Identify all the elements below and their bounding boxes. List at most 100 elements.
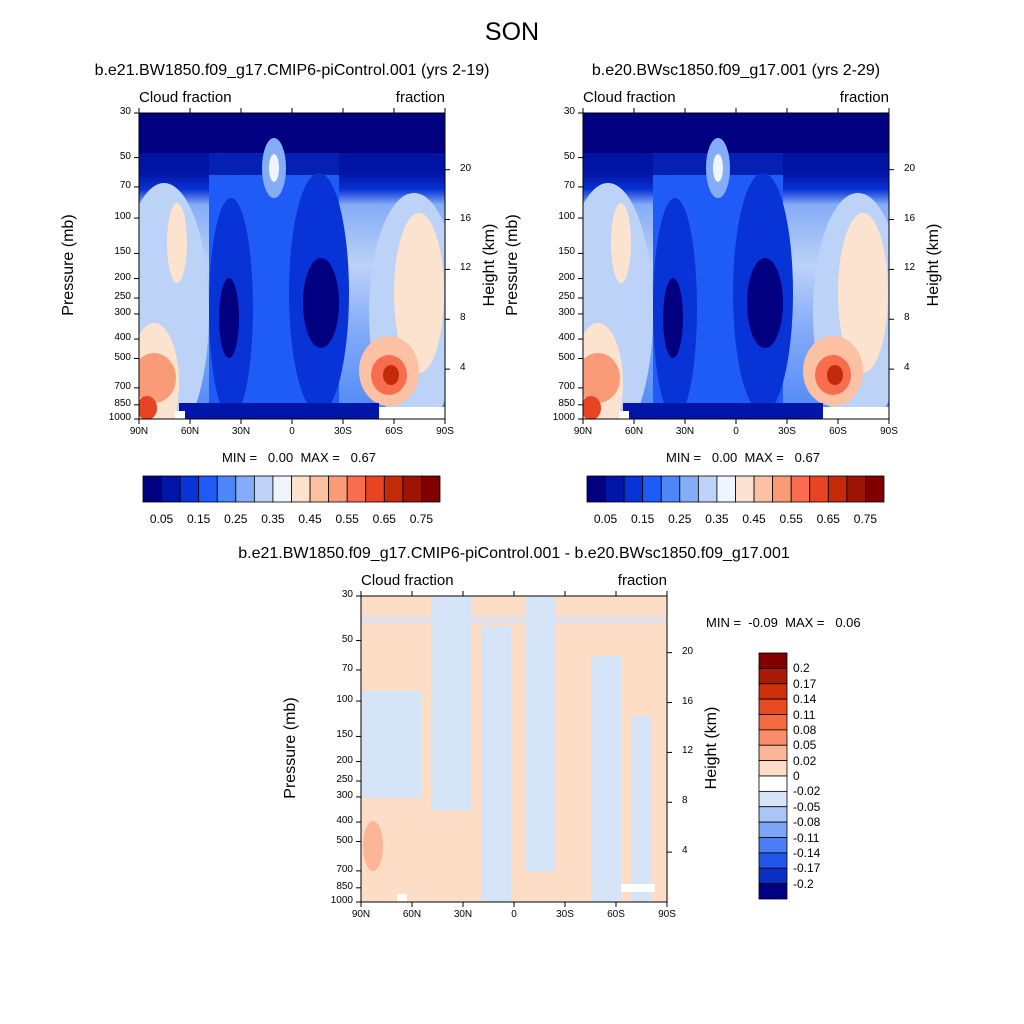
y-tick-label: 850 [114,397,131,409]
y-right-tick-label: 12 [904,262,916,274]
colorbar-label: 0.45 [742,512,766,526]
colorbar-swatch [679,475,699,503]
x-tick-label: 90S [880,426,898,437]
colorbar-swatch [198,475,218,503]
y-tick-label: 1000 [330,895,353,906]
y-tick-label: 100 [336,694,353,706]
colorbar-label: 0.35 [261,512,285,526]
colorbar-swatch [216,475,237,503]
colorbar-label: 0.2 [793,661,810,676]
y-tick-label: 70 [341,662,353,674]
colorbar-swatch [309,475,330,503]
colorbar-swatch [235,475,255,503]
y-tick-label: 250 [558,291,575,303]
colorbar-swatch [365,475,385,503]
units-label: fraction [617,572,667,589]
colorbar-swatch [605,475,625,503]
x-tick-label: 60N [402,909,422,920]
y-tick-label: 30 [563,106,575,117]
colorbar-swatch [758,852,788,869]
colorbar-swatch [758,714,788,731]
y-tick-label: 300 [114,306,131,318]
y-right-tick-label: 4 [460,362,466,374]
colorbar-swatch [161,475,181,503]
y-right-tick-label: 16 [904,212,916,224]
colorbar-swatch [758,837,788,854]
y-axis-label: Pressure (mb) [282,697,299,799]
contour-field [139,113,445,419]
x-tick-label: 60N [180,426,200,437]
x-tick-label: 30N [453,909,473,920]
y-right-tick-label: 12 [460,262,472,274]
colorbar-label: -0.14 [793,845,821,860]
colorbar-label: -0.05 [793,799,821,814]
colorbar-swatch [586,475,606,503]
y-tick-label: 70 [563,179,575,191]
units-label: fraction [839,89,889,106]
y-right-axis-label: Height (km) [703,706,720,790]
y-tick-label: 100 [114,211,131,223]
colorbar-swatch [383,475,404,503]
y-right-tick-label: 12 [682,745,694,757]
y-axis-label: Pressure (mb) [504,214,521,316]
y-tick-label: 500 [336,834,353,846]
units-label: fraction [395,89,445,106]
colorbar-swatch [421,475,441,503]
y-tick-label: 30 [119,106,131,117]
x-tick-label: 60N [624,426,644,437]
y-tick-label: 700 [336,863,353,875]
variable-label: Cloud fraction [361,572,454,589]
y-tick-label: 400 [558,332,575,344]
colorbar-swatch [865,475,885,503]
colorbar-swatch [758,883,788,900]
y-tick-label: 500 [114,351,131,363]
colorbar-label: -0.11 [793,830,820,845]
x-tick-label: 30S [556,909,574,920]
y-right-tick-label: 8 [460,312,466,324]
y-tick-label: 150 [558,246,575,258]
colorbar-swatch [346,475,367,503]
colorbar-swatch [291,475,311,503]
min-max-stats: MIN = -0.09 MAX = 0.06 [706,615,861,630]
y-right-tick-label: 16 [460,212,472,224]
y-tick-label: 1000 [552,412,575,423]
y-tick-label: 200 [558,271,575,283]
y-tick-label: 70 [119,179,131,191]
y-right-tick-label: 4 [682,845,688,857]
y-tick-label: 50 [563,150,575,162]
x-tick-label: 60S [829,426,847,437]
min-max-stats: MIN = 0.00 MAX = 0.67 [222,450,376,465]
colorbar-label: 0.02 [793,753,817,768]
min-max-stats: MIN = 0.00 MAX = 0.67 [666,450,820,465]
y-tick-label: 50 [341,633,353,645]
y-tick-label: 200 [336,754,353,766]
colorbar-swatch [758,729,788,746]
y-tick-label: 30 [341,589,353,600]
colorbar-swatch [660,475,681,503]
x-tick-label: 30S [334,426,352,437]
colorbar-swatch [758,790,788,808]
y-axis-label: Pressure (mb) [60,214,77,316]
colorbar-swatch [758,867,788,885]
colorbar-swatch [827,475,848,503]
y-tick-label: 300 [336,789,353,801]
y-tick-label: 1000 [108,412,131,423]
x-tick-label: 90N [351,909,371,920]
colorbar-label: -0.02 [793,784,821,799]
colorbar-label: 0.14 [793,692,817,707]
y-tick-label: 500 [558,351,575,363]
panel-title: b.e20.BWsc1850.f09_g17.001 (yrs 2-29) [591,62,881,79]
colorbar-swatch [846,475,866,503]
colorbar [142,475,441,503]
colorbar-swatch [772,475,792,503]
colorbar-label: 0.25 [668,512,692,526]
colorbar-label: 0.55 [335,512,359,526]
colorbar-label: 0.05 [149,512,174,526]
variable-label: Cloud fraction [583,89,676,106]
colorbar-swatch [753,475,774,503]
y-right-axis-label: Height (km) [925,223,942,307]
colorbar-swatch [790,475,811,503]
y-tick-label: 50 [119,150,131,162]
colorbar-swatch [272,475,292,503]
x-tick-label: 60S [385,426,403,437]
